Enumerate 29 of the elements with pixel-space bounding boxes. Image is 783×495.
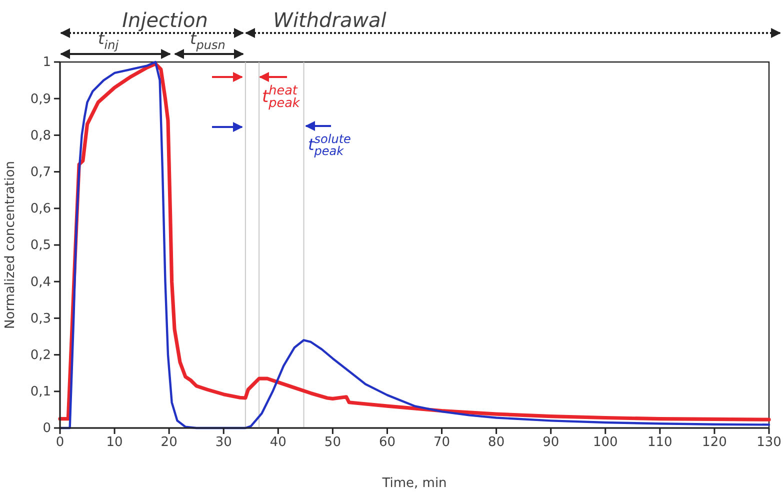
x-tick-label: 130 (756, 435, 782, 450)
x-tick-label: 60 (378, 435, 396, 450)
y-tick-label: 0,2 (30, 348, 51, 363)
x-tick-label: 50 (324, 435, 341, 450)
y-tick-label: 1 (42, 55, 51, 70)
x-tick-label: 70 (433, 435, 450, 450)
x-axis-title: Time, min (381, 476, 447, 491)
x-tick-label: 120 (702, 435, 727, 450)
x-tick-label: 0 (56, 435, 64, 450)
x-tick-label: 110 (648, 435, 672, 450)
y-axis-title: Normalized concentration (3, 161, 18, 329)
y-tick-label: 0,1 (30, 384, 51, 400)
x-tick-label: 20 (160, 435, 178, 450)
x-tick-label: 100 (592, 435, 618, 450)
y-tick-label: 0,9 (30, 92, 51, 107)
y-tick-label: 0,7 (30, 164, 51, 180)
y-tick-label: 0,3 (30, 311, 51, 326)
y-tick-label: 0,5 (30, 238, 51, 254)
x-tick-label: 10 (106, 435, 123, 450)
text: Withdrawal (273, 8, 387, 32)
y-tick-label: 0,8 (30, 128, 51, 144)
x-tick-label: 30 (215, 435, 232, 450)
x-tick-label: 90 (542, 435, 560, 450)
text: Injection (122, 8, 208, 32)
y-tick-label: 0,4 (30, 274, 51, 290)
x-tick-label: 40 (270, 435, 286, 450)
y-tick-label: 0,6 (30, 202, 51, 217)
y-tick-label: 0 (42, 421, 51, 436)
x-tick-label: 80 (488, 435, 505, 450)
